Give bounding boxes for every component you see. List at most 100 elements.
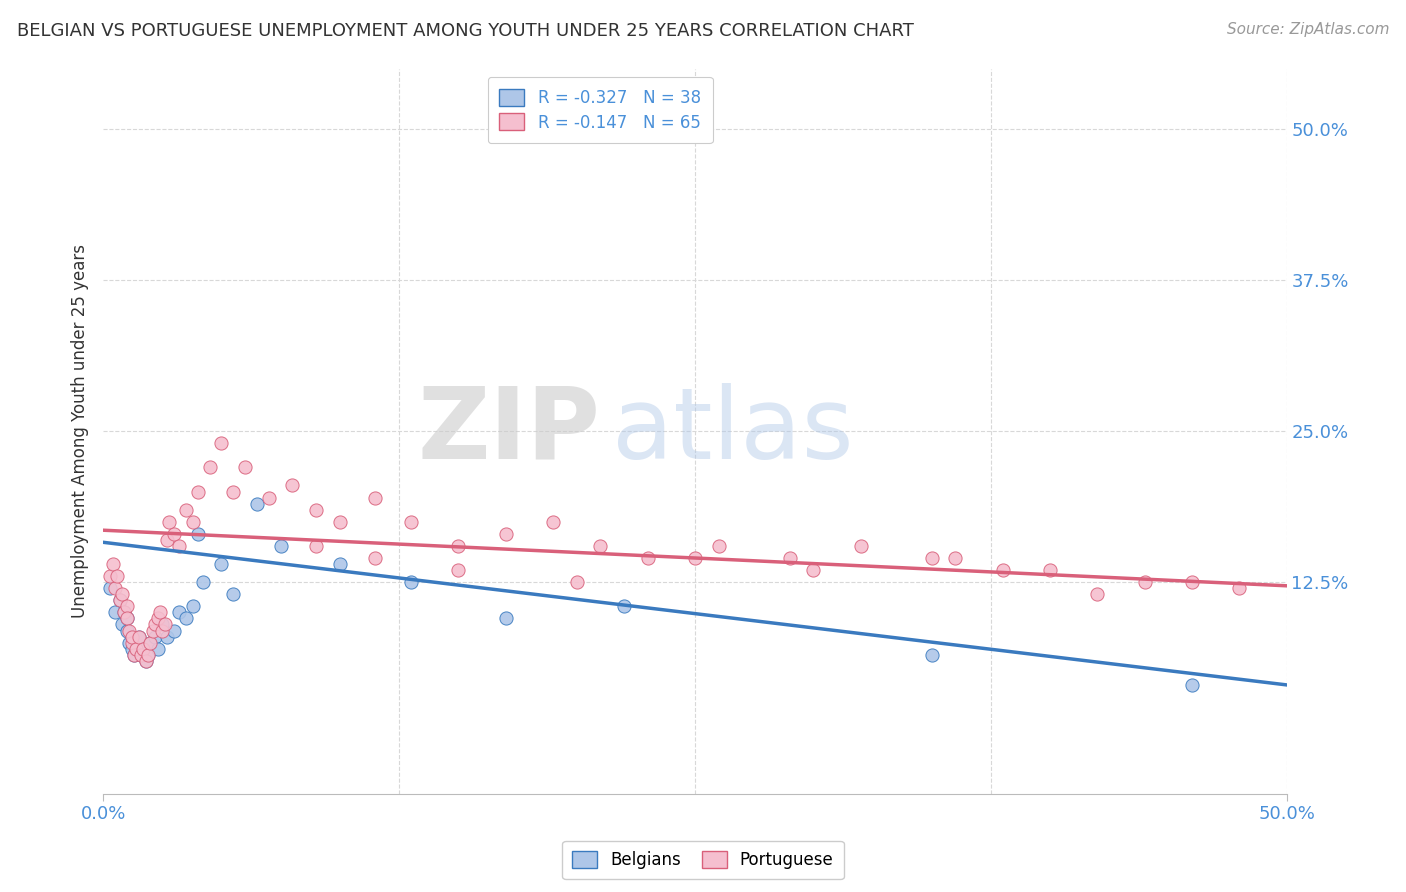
- Point: [329, 515, 352, 529]
- Point: [233, 460, 256, 475]
- Point: [115, 611, 138, 625]
- Point: [104, 606, 127, 620]
- Point: [156, 630, 179, 644]
- Point: [122, 648, 145, 662]
- Point: [246, 497, 269, 511]
- Point: [1181, 575, 1204, 590]
- Point: [921, 648, 943, 662]
- Point: [146, 641, 169, 656]
- Point: [1085, 587, 1108, 601]
- Point: [156, 533, 179, 547]
- Legend: R = -0.327   N = 38, R = -0.147   N = 65: R = -0.327 N = 38, R = -0.147 N = 65: [488, 77, 713, 144]
- Point: [163, 526, 186, 541]
- Y-axis label: Unemployment Among Youth under 25 years: Unemployment Among Youth under 25 years: [72, 244, 89, 618]
- Point: [128, 630, 150, 644]
- Point: [129, 648, 152, 662]
- Point: [108, 593, 131, 607]
- Point: [270, 539, 292, 553]
- Point: [115, 599, 138, 614]
- Point: [129, 648, 152, 662]
- Point: [135, 654, 157, 668]
- Point: [132, 641, 155, 656]
- Point: [118, 635, 141, 649]
- Point: [125, 641, 148, 656]
- Point: [1039, 563, 1062, 577]
- Point: [305, 502, 328, 516]
- Point: [146, 611, 169, 625]
- Point: [399, 515, 422, 529]
- Point: [565, 575, 588, 590]
- Point: [1227, 581, 1250, 595]
- Point: [305, 539, 328, 553]
- Point: [211, 436, 233, 450]
- Text: ZIP: ZIP: [418, 383, 600, 480]
- Point: [637, 551, 659, 566]
- Point: [707, 539, 730, 553]
- Point: [191, 575, 214, 590]
- Point: [125, 641, 148, 656]
- Point: [121, 630, 143, 644]
- Point: [128, 630, 150, 644]
- Point: [683, 551, 706, 566]
- Point: [122, 648, 145, 662]
- Point: [447, 563, 470, 577]
- Point: [779, 551, 801, 566]
- Point: [257, 491, 280, 505]
- Point: [943, 551, 966, 566]
- Point: [149, 606, 172, 620]
- Point: [399, 575, 422, 590]
- Point: [364, 491, 387, 505]
- Point: [153, 617, 176, 632]
- Legend: Belgians, Portuguese: Belgians, Portuguese: [562, 841, 844, 880]
- Point: [222, 484, 245, 499]
- Point: [104, 581, 127, 595]
- Point: [222, 587, 245, 601]
- Point: [364, 551, 387, 566]
- Point: [181, 515, 204, 529]
- Point: [105, 569, 128, 583]
- Point: [167, 606, 190, 620]
- Point: [135, 654, 157, 668]
- Point: [111, 617, 134, 632]
- Point: [1181, 678, 1204, 692]
- Point: [114, 606, 136, 620]
- Point: [589, 539, 612, 553]
- Point: [211, 557, 233, 571]
- Point: [447, 539, 470, 553]
- Point: [495, 526, 517, 541]
- Point: [136, 648, 159, 662]
- Point: [167, 539, 190, 553]
- Point: [150, 624, 173, 638]
- Point: [187, 484, 209, 499]
- Point: [143, 617, 166, 632]
- Point: [801, 563, 824, 577]
- Point: [98, 581, 121, 595]
- Point: [495, 611, 517, 625]
- Point: [991, 563, 1014, 577]
- Point: [101, 557, 124, 571]
- Point: [136, 648, 159, 662]
- Point: [163, 624, 186, 638]
- Point: [139, 635, 162, 649]
- Point: [121, 641, 143, 656]
- Point: [143, 630, 166, 644]
- Point: [114, 606, 136, 620]
- Point: [198, 460, 221, 475]
- Point: [115, 611, 138, 625]
- Point: [150, 617, 173, 632]
- Point: [121, 630, 143, 644]
- Point: [142, 624, 165, 638]
- Point: [1133, 575, 1156, 590]
- Point: [921, 551, 943, 566]
- Point: [281, 478, 304, 492]
- Point: [139, 635, 162, 649]
- Text: Source: ZipAtlas.com: Source: ZipAtlas.com: [1226, 22, 1389, 37]
- Point: [115, 624, 138, 638]
- Point: [111, 587, 134, 601]
- Point: [613, 599, 636, 614]
- Text: BELGIAN VS PORTUGUESE UNEMPLOYMENT AMONG YOUTH UNDER 25 YEARS CORRELATION CHART: BELGIAN VS PORTUGUESE UNEMPLOYMENT AMONG…: [17, 22, 914, 40]
- Point: [181, 599, 204, 614]
- Point: [329, 557, 352, 571]
- Point: [174, 611, 197, 625]
- Point: [132, 641, 155, 656]
